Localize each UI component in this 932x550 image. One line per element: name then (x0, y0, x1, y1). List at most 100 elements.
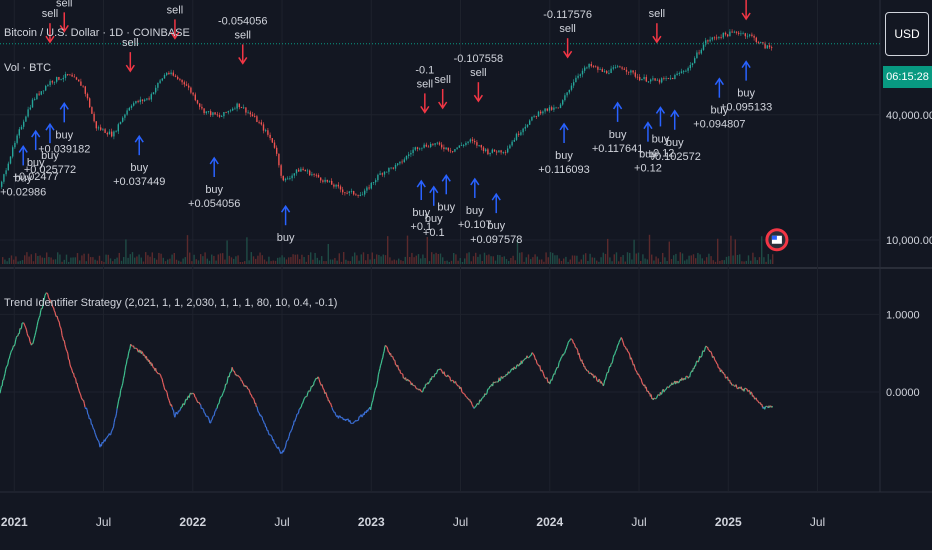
oscillator-segment (106, 435, 109, 438)
oscillator-segment (713, 356, 716, 360)
volume-bar (598, 261, 600, 264)
volume-bar (129, 254, 131, 264)
candle-body (650, 79, 652, 82)
candle-body (31, 99, 34, 108)
sell-arrow-head (59, 24, 69, 33)
volume-bar (741, 261, 743, 264)
oscillator-segment (312, 381, 315, 386)
volume-bar (560, 260, 563, 264)
oscillator-segment (7, 359, 10, 365)
volume-bar (686, 259, 688, 264)
oscillator-segment (15, 335, 18, 338)
candle-body (331, 180, 333, 185)
candle-body (326, 179, 328, 182)
volume-bar (272, 260, 274, 264)
candle-body (678, 73, 680, 74)
oscillator-segment (642, 383, 644, 386)
volume-bar (739, 254, 741, 264)
volume-bar (296, 254, 299, 264)
candle-body (71, 74, 73, 77)
volume-bar (657, 258, 659, 264)
volume-bar (393, 259, 395, 264)
volume-bar (602, 252, 604, 264)
volume-bar (365, 260, 367, 264)
oscillator-segment (273, 442, 276, 445)
oscillator-segment (127, 353, 130, 359)
candle-body (306, 170, 309, 172)
candle-body (258, 121, 260, 123)
volume-bar (334, 258, 336, 264)
oscillator-segment (302, 398, 305, 402)
oscillator-segment (385, 345, 387, 347)
candle-body (161, 78, 163, 81)
volume-bar (283, 257, 285, 264)
oscillator-segment (141, 351, 144, 354)
volume-bar (270, 261, 272, 264)
oscillator-segment (611, 361, 614, 364)
oscillator-segment (97, 439, 99, 442)
candle-body (474, 140, 476, 143)
oscillator-segment (578, 353, 581, 358)
symbol-title[interactable]: Bitcoin / U.S. Dollar · 1D · COINBASE (4, 27, 190, 39)
oscillator-segment (720, 369, 723, 371)
candle-body (705, 40, 707, 45)
volume-bar (288, 257, 290, 264)
oscillator-segment (700, 356, 702, 359)
oscillator-segment (69, 364, 72, 368)
volume-label[interactable]: Vol · BTC (4, 62, 52, 74)
oscillator-segment (660, 393, 663, 395)
oscillator-segment (639, 376, 642, 379)
candle-body (443, 147, 445, 150)
oscillator-segment (165, 390, 168, 393)
currency-badge[interactable]: USD (885, 12, 929, 56)
oscillator-segment (559, 359, 562, 362)
candle-body (75, 77, 78, 80)
oscillator-segment (307, 391, 309, 394)
volume-bar (246, 237, 248, 264)
volume-bar (714, 261, 717, 264)
buy-value: +0.117641 (592, 143, 644, 155)
volume-bar (519, 252, 521, 264)
volume-bar (609, 257, 611, 264)
candle-body (760, 42, 762, 44)
oscillator-segment (264, 423, 267, 428)
buy-value: +0.1 (423, 227, 445, 239)
volume-bar (109, 258, 112, 264)
volume-bar (538, 259, 541, 264)
volume-bar (659, 261, 662, 264)
candle-body (111, 131, 113, 137)
oscillator-segment (325, 392, 327, 394)
buy-arrow-head (643, 121, 653, 130)
oscillator-segment (380, 359, 383, 364)
candle-body (568, 89, 570, 93)
oscillator-segment (357, 416, 360, 421)
oscillator-segment (246, 386, 249, 390)
candle-body (392, 167, 394, 169)
oscillator-segment (394, 360, 397, 365)
volume-bar (424, 258, 426, 264)
volume-bar (15, 256, 17, 264)
oscillator-segment (382, 353, 385, 358)
candle-body (511, 141, 513, 146)
oscillator-segment (51, 304, 54, 308)
volume-bar (206, 258, 208, 264)
candle-body (337, 184, 339, 187)
volume-bar (4, 259, 6, 264)
oscillator-segment (465, 395, 467, 398)
sell-label: sell (167, 4, 184, 16)
volume-bar (182, 258, 184, 264)
volume-bar (461, 261, 464, 264)
buy-label: buy (425, 213, 443, 225)
oscillator-segment (46, 292, 48, 294)
oscillator-segment (20, 327, 22, 330)
indicator-title[interactable]: Trend Identifier Strategy (2,021, 1, 1, … (4, 297, 338, 309)
candle-body (524, 126, 526, 129)
oscillator-segment (6, 364, 9, 367)
candle-body (685, 70, 687, 72)
oscillator-segment (612, 354, 615, 358)
volume-bar (90, 257, 92, 264)
oscillator-segment (50, 301, 53, 305)
oscillator-segment (411, 382, 414, 386)
oscillator-segment (204, 412, 207, 416)
